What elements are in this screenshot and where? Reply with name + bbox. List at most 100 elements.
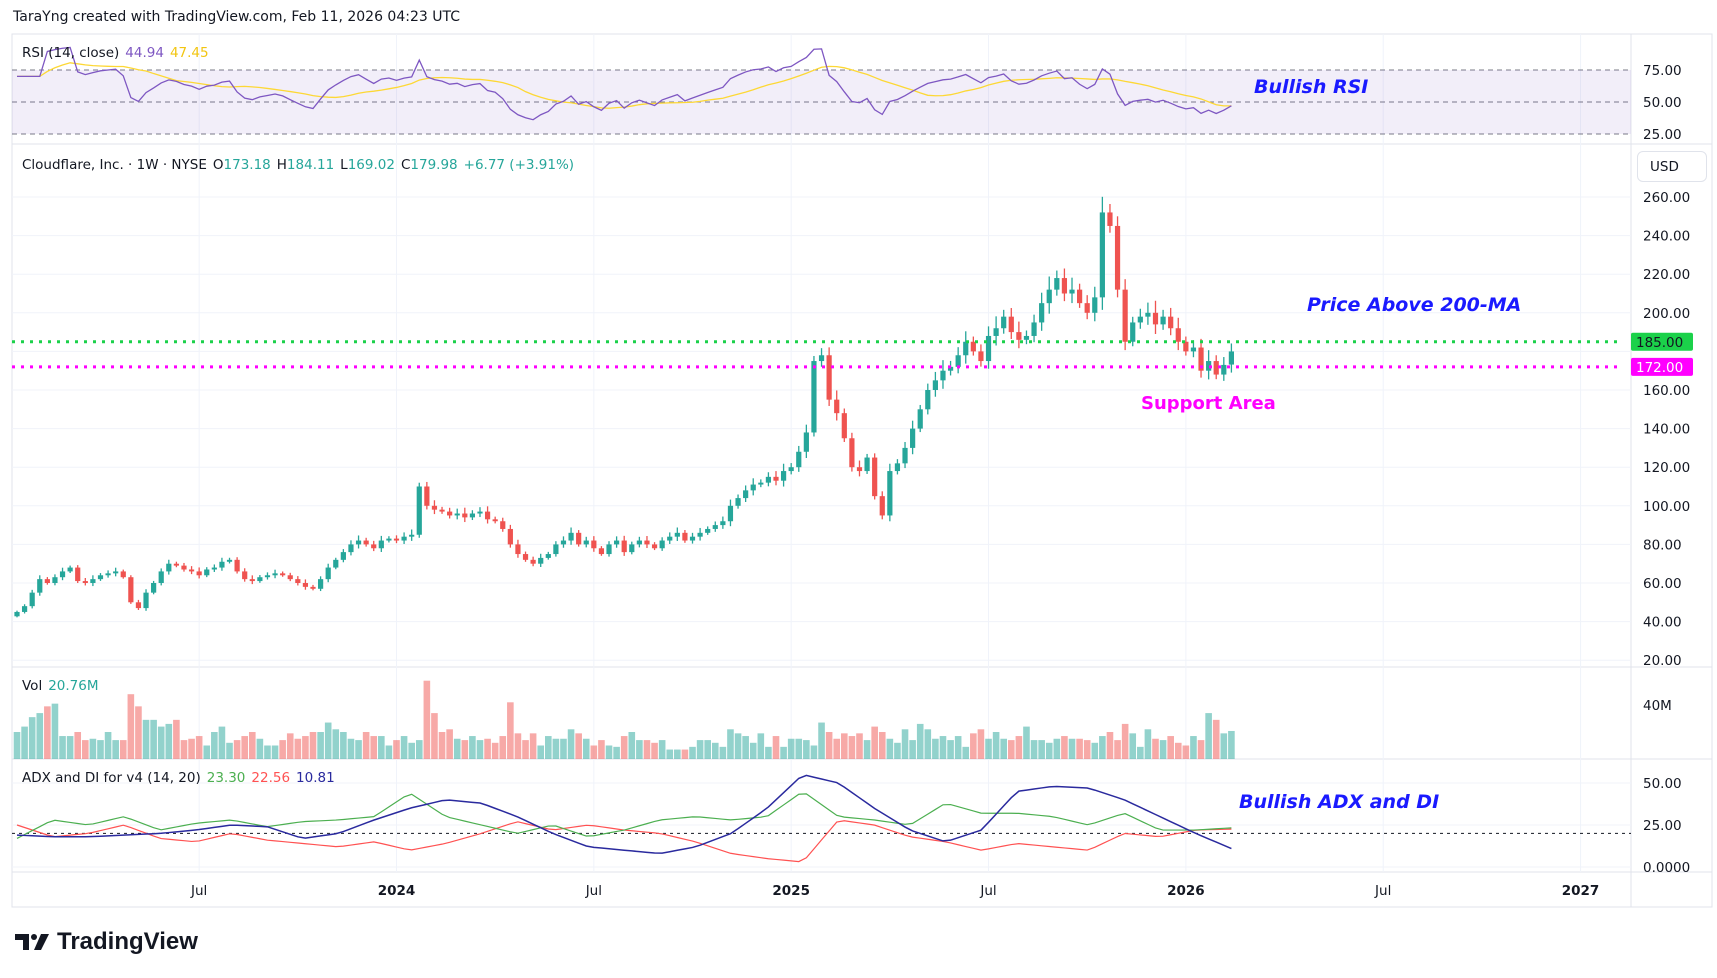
rsi-pane[interactable] [17, 46, 1232, 121]
candle[interactable] [955, 347, 961, 374]
candle[interactable] [363, 537, 369, 547]
candle[interactable] [765, 472, 772, 487]
candle[interactable] [568, 527, 574, 545]
candle[interactable] [280, 571, 286, 577]
candle[interactable] [1069, 277, 1075, 304]
candle[interactable] [469, 510, 475, 521]
candle[interactable] [105, 570, 111, 578]
time-tick-label[interactable]: 2024 [378, 883, 416, 899]
candle[interactable] [841, 408, 847, 442]
candle[interactable] [818, 348, 825, 367]
adx-pane[interactable] [16, 774, 1232, 863]
candle[interactable] [743, 485, 749, 503]
candle[interactable] [90, 575, 96, 587]
candle[interactable] [234, 557, 240, 574]
candle[interactable] [1031, 314, 1037, 343]
candle[interactable] [318, 576, 324, 592]
time-tick-label[interactable]: 2025 [772, 883, 810, 899]
candle[interactable] [52, 574, 58, 586]
candle[interactable] [925, 383, 931, 415]
candle[interactable] [758, 479, 764, 488]
tradingview-logo[interactable]: TradingView [15, 928, 198, 956]
candle[interactable] [211, 564, 217, 572]
candle[interactable] [1039, 292, 1045, 331]
candle[interactable] [788, 463, 794, 475]
candle[interactable] [879, 491, 885, 520]
candle[interactable] [1145, 302, 1151, 325]
candle[interactable] [1130, 316, 1136, 347]
candle[interactable] [507, 524, 513, 548]
candle[interactable] [1016, 321, 1022, 349]
candle[interactable] [226, 557, 233, 564]
candle[interactable] [803, 424, 809, 458]
candle[interactable] [196, 567, 202, 579]
candle[interactable] [1206, 350, 1212, 380]
candle[interactable] [644, 536, 650, 549]
candle[interactable] [1054, 270, 1060, 296]
time-tick-label[interactable]: 2027 [1562, 883, 1600, 899]
candle[interactable] [856, 460, 863, 477]
candle[interactable] [932, 371, 938, 397]
candle[interactable] [1008, 308, 1014, 340]
candle[interactable] [826, 347, 832, 406]
candle[interactable] [560, 536, 567, 548]
candle[interactable] [295, 576, 301, 586]
candle[interactable] [811, 355, 817, 437]
candle[interactable] [1084, 295, 1090, 320]
axes[interactable]: Jul 2024 Jul 2025 Jul 2026 Jul 2027 260.00 240.00… [190, 63, 1693, 899]
candle[interactable] [659, 537, 665, 551]
candle[interactable] [1107, 203, 1113, 233]
candle[interactable] [917, 404, 923, 433]
candle[interactable] [1114, 216, 1121, 298]
candle[interactable] [887, 463, 893, 522]
candle[interactable] [1168, 307, 1174, 336]
candle[interactable] [333, 557, 339, 570]
candle[interactable] [151, 580, 157, 595]
candle[interactable] [97, 573, 104, 581]
candle[interactable] [727, 499, 734, 527]
candle[interactable] [1213, 355, 1219, 380]
candle[interactable] [424, 481, 430, 510]
candle[interactable] [796, 445, 802, 472]
candle[interactable] [1175, 317, 1181, 351]
candle[interactable] [1046, 276, 1052, 314]
candle[interactable] [462, 507, 468, 523]
currency-button[interactable]: USD [1637, 151, 1707, 182]
time-tick-label[interactable]: 2026 [1167, 883, 1205, 899]
candle[interactable] [21, 604, 28, 614]
time-tick-label[interactable]: Jul [585, 883, 602, 899]
volume-pane[interactable] [13, 680, 1235, 759]
candle[interactable] [272, 569, 278, 579]
candle[interactable] [1137, 308, 1143, 329]
candle[interactable] [545, 551, 551, 560]
candle[interactable] [113, 567, 119, 577]
candle[interactable] [1228, 343, 1234, 373]
candle[interactable] [257, 575, 263, 583]
candle[interactable] [75, 565, 81, 584]
candle[interactable] [735, 494, 741, 509]
candle[interactable] [67, 565, 73, 573]
candle[interactable] [750, 478, 756, 496]
candle[interactable] [1077, 283, 1083, 308]
candle[interactable] [59, 567, 66, 581]
candle[interactable] [1198, 338, 1204, 378]
candle[interactable] [401, 532, 407, 544]
candle[interactable] [522, 551, 529, 562]
candle[interactable] [302, 579, 309, 590]
candle[interactable] [576, 530, 582, 547]
candle[interactable] [902, 441, 908, 469]
candle[interactable] [1061, 268, 1068, 302]
candle[interactable] [204, 567, 210, 578]
candle[interactable] [249, 575, 255, 585]
candle[interactable] [386, 536, 392, 543]
candle[interactable] [773, 471, 779, 486]
candle[interactable] [340, 549, 346, 563]
candle[interactable] [834, 390, 840, 421]
candle[interactable] [970, 336, 976, 356]
candle[interactable] [720, 516, 726, 529]
candle[interactable] [894, 459, 901, 475]
symbol-name[interactable]: Cloudflare, Inc. · 1W · NYSE [22, 157, 207, 173]
candle[interactable] [219, 557, 225, 571]
candle[interactable] [872, 453, 878, 500]
